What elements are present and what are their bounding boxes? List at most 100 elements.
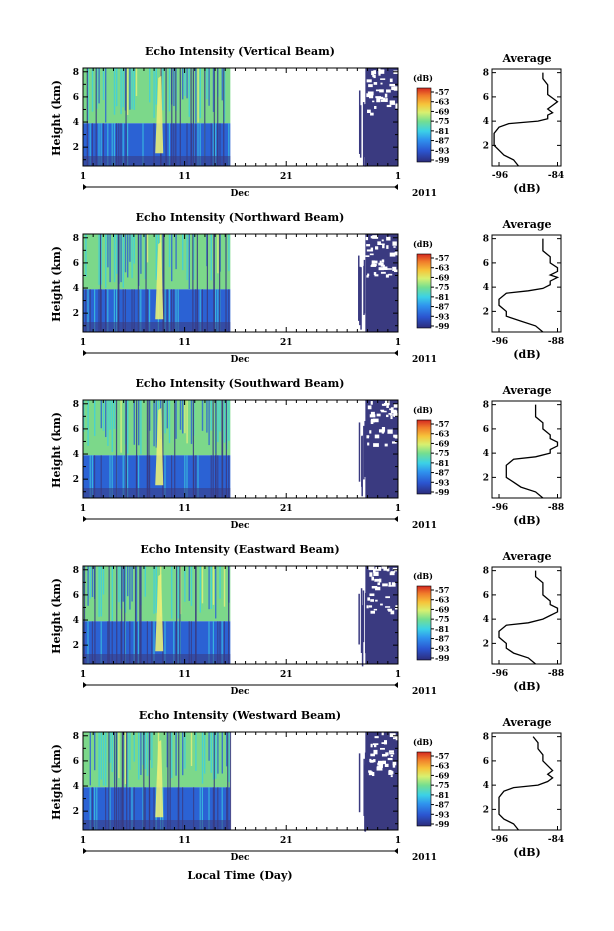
echo-streak (144, 787, 146, 830)
echo-gap (381, 753, 388, 757)
echo-dropout-line (99, 234, 102, 332)
echo-streak (201, 289, 203, 332)
echo-streak (100, 566, 102, 617)
echo-gap (378, 69, 385, 74)
average-profile-line (505, 404, 559, 499)
echo-sparse-line (358, 422, 361, 482)
colorbar: -57-63-69-75-81-87-93-99 (416, 253, 450, 331)
echo-streak (109, 68, 111, 105)
echo-streak (153, 732, 155, 786)
echo-streak (217, 787, 219, 830)
echo-gap (370, 247, 374, 252)
colorbar-tick-label: -99 (435, 321, 450, 331)
echo-streak (142, 123, 144, 166)
echo-sparse-line (358, 90, 361, 154)
echo-streak (91, 68, 94, 112)
echo-gap (382, 583, 388, 587)
echo-streak (144, 400, 146, 431)
echo-plume (155, 76, 164, 154)
echo-streak (173, 400, 175, 447)
echo-gap (385, 596, 390, 599)
date-axis-arrow (394, 350, 398, 356)
echo-streak (116, 68, 118, 107)
colorbar-tick-label: -69 (435, 770, 450, 780)
echo-gap (384, 443, 388, 447)
echo-dropout-line (171, 68, 173, 166)
echo-gap (370, 112, 374, 116)
colorbar-tick-label: -93 (435, 145, 450, 155)
echo-streak (164, 68, 166, 115)
echo-gap (373, 571, 379, 576)
echo-streak (146, 732, 149, 776)
echo-gap (370, 411, 375, 415)
echo-streak (133, 400, 135, 445)
echo-streak (162, 68, 164, 111)
echo-streak (111, 455, 113, 498)
echo-streak (199, 234, 201, 268)
echo-dropout-line (212, 400, 214, 498)
echo-gap (391, 86, 397, 91)
echo-streak (127, 566, 129, 597)
average-frame (491, 732, 562, 831)
echo-gap (378, 763, 383, 768)
echo-streak (179, 732, 182, 782)
echo-dropout-line (223, 68, 225, 166)
echo-gap (392, 567, 398, 571)
echo-streak (94, 68, 96, 120)
echo-streak (184, 68, 186, 96)
average-profile-line (498, 238, 560, 333)
x-tick-label: 21 (280, 504, 293, 514)
echo-gap (367, 273, 370, 277)
echo-streak (186, 455, 188, 498)
average-frame (491, 400, 562, 499)
echo-streak (107, 123, 109, 166)
average-y-tick-label: 4 (483, 615, 489, 625)
echo-gap (381, 410, 387, 413)
echo-streak (221, 68, 223, 101)
echo-streak (221, 566, 223, 603)
echo-streak (204, 732, 206, 774)
echo-gap (379, 89, 384, 93)
echo-streak (193, 566, 195, 617)
colorbar-tick-label: -87 (435, 302, 449, 312)
echo-streak (223, 68, 226, 123)
echo-streak (133, 566, 135, 599)
colorbar: -57-63-69-75-81-87-93-99 (416, 419, 450, 497)
echo-streak (129, 787, 131, 830)
echo-streak (91, 566, 94, 598)
echo-sparse-line (364, 592, 367, 654)
y-tick-label: 4 (73, 450, 79, 460)
echo-streak (85, 289, 87, 332)
echo-streak (118, 732, 120, 779)
echo-streak (182, 68, 184, 100)
echo-streak (186, 732, 188, 778)
echo-dropout-line (206, 234, 208, 332)
echo-dropout-line (83, 566, 86, 664)
echo-gap (394, 269, 400, 273)
echo-streak (179, 566, 182, 615)
echo-gap (392, 761, 397, 766)
echo-sparse-line (358, 593, 360, 645)
echo-streak (91, 400, 94, 444)
colorbar-tick-label: -99 (435, 653, 450, 663)
echo-dropout-line (227, 732, 229, 830)
echo-streak (168, 123, 170, 166)
year-label: 2011 (412, 355, 437, 365)
echo-streak (182, 400, 184, 434)
echo-streak (221, 621, 223, 664)
echo-streak (129, 621, 131, 664)
average-profile-panel: 2 4 6 8 (483, 234, 562, 333)
echo-dropout-line (217, 68, 219, 166)
echo-gap (387, 757, 393, 761)
echo-gap (390, 571, 396, 573)
echo-streak (111, 68, 113, 115)
average-unit: (dB) (513, 846, 540, 859)
echo-streak (208, 234, 210, 275)
colorbar-tick-label: -63 (435, 97, 450, 107)
echo-streak (166, 566, 168, 611)
echo-streak (138, 621, 140, 664)
echo-streak (217, 400, 219, 443)
average-y-tick-label: 6 (483, 757, 489, 767)
average-xtick: -88 (548, 503, 564, 513)
